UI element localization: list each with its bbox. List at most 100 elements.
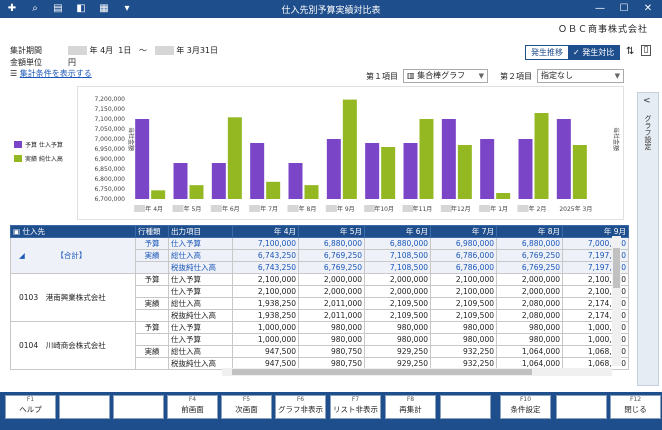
fkey-f10[interactable]: F10 条件設定 [500, 395, 551, 419]
close-icon[interactable]: ✕ [643, 3, 653, 14]
table-row[interactable]: 0103 港南興業株式会社 予算 仕入予算 2,100,000 2,000,000 2,0… [10, 273, 629, 322]
item1-select[interactable]: ▥ 集合棒グラフ ▼ [403, 69, 488, 83]
supplier-cell[interactable]: 0104 川崎商会株式会社 [10, 321, 136, 370]
column-header[interactable]: ▣ 仕入先 [10, 225, 136, 238]
table-row[interactable]: 0104 川崎商会株式会社 予算 仕入予算 1,000,000 980,000 980,0… [10, 321, 629, 370]
fkey-f12[interactable]: F12 閉じる [610, 395, 661, 419]
value-cell[interactable]: 2,080,000 [496, 309, 563, 322]
value-cell[interactable]: 980,000 [298, 333, 365, 346]
scroll-thumb[interactable] [232, 369, 532, 375]
value-cell[interactable]: 2,109,500 [364, 297, 431, 310]
value-cell[interactable]: 2,100,000 [232, 273, 299, 286]
value-cell[interactable]: 2,000,000 [298, 285, 365, 298]
fkey-f7[interactable]: F7 リスト非表示 [330, 395, 381, 419]
value-cell[interactable]: 932,250 [430, 345, 497, 358]
value-cell[interactable]: 6,769,250 [298, 261, 365, 274]
value-cell[interactable]: 1,064,000 [496, 345, 563, 358]
vertical-scrollbar[interactable] [612, 236, 621, 366]
graph-settings-panel[interactable]: < グラフ設定 [637, 92, 659, 386]
value-cell[interactable]: 6,786,000 [430, 261, 497, 274]
value-cell[interactable]: 2,000,000 [496, 285, 563, 298]
value-cell[interactable]: 929,250 [364, 345, 431, 358]
table-row[interactable]: 実績 総仕入高 947,500 980,750 929,250 932,250 1,064,… [11, 345, 629, 358]
fkey-blank-8[interactable] [440, 395, 491, 419]
fkey-blank-2[interactable] [113, 395, 164, 419]
value-cell[interactable]: 2,109,500 [430, 309, 497, 322]
supplier-cell[interactable]: 0103 港南興業株式会社 [10, 273, 136, 322]
value-cell[interactable]: 2,000,000 [364, 285, 431, 298]
value-cell[interactable]: 6,769,250 [496, 261, 563, 274]
fkey-f4[interactable]: F4 前画面 [167, 395, 218, 419]
new-icon[interactable]: ✚ [7, 3, 17, 14]
value-cell[interactable]: 2,109,500 [430, 297, 497, 310]
fkey-blank-10[interactable] [556, 395, 607, 419]
value-cell[interactable]: 980,000 [430, 321, 497, 334]
value-cell[interactable]: 7,108,500 [364, 249, 431, 262]
value-cell[interactable]: 947,500 [232, 345, 299, 358]
print-icon[interactable]: ▤ [53, 3, 63, 14]
value-cell[interactable]: 2,100,000 [430, 285, 497, 298]
value-cell[interactable]: 1,938,250 [232, 297, 299, 310]
table-row[interactable]: ◢ 【合計】 予算 仕入予算 7,100,000 6,880,000 6,880,000 6… [10, 237, 629, 274]
fkey-f6[interactable]: F6 グラフ非表示 [275, 395, 326, 419]
value-cell[interactable]: 6,980,000 [430, 237, 497, 250]
value-cell[interactable]: 2,000,000 [364, 273, 431, 286]
fkey-f1[interactable]: F1 ヘルプ [5, 395, 56, 419]
column-header[interactable]: 年 7月 [430, 225, 497, 238]
value-cell[interactable]: 980,000 [298, 321, 365, 334]
value-cell[interactable]: 1,000,000 [232, 333, 299, 346]
show-conditions-link[interactable]: ☰ 集計条件を表示する [10, 68, 92, 79]
collapse-icon[interactable]: ◢ [19, 251, 25, 260]
value-cell[interactable]: 980,000 [496, 321, 563, 334]
table-row[interactable]: 実績 総仕入高 6,743,250 6,769,250 7,108,500 6,786,0… [11, 249, 629, 262]
trend-button[interactable]: 発生推移 [526, 46, 568, 59]
value-cell[interactable]: 6,880,000 [496, 237, 563, 250]
maximize-icon[interactable]: ☐ [619, 3, 629, 14]
menu-chevron-icon[interactable]: ▾ [124, 3, 130, 14]
preview-icon[interactable]: ◧ [76, 3, 86, 14]
value-cell[interactable]: 6,880,000 [298, 237, 365, 250]
fkey-blank-1[interactable] [59, 395, 110, 419]
sort-icon[interactable]: ⇅ [626, 46, 635, 57]
item2-select[interactable]: 指定なし ▼ [537, 69, 624, 83]
value-cell[interactable]: 1,000,000 [232, 321, 299, 334]
fkey-f5[interactable]: F5 次画面 [221, 395, 272, 419]
value-cell[interactable]: 6,880,000 [364, 237, 431, 250]
value-cell[interactable]: 2,100,000 [232, 285, 299, 298]
horizontal-scrollbar[interactable] [222, 368, 612, 376]
value-cell[interactable]: 980,000 [364, 333, 431, 346]
value-cell[interactable]: 7,108,500 [364, 261, 431, 274]
supplier-cell[interactable]: ◢ 【合計】 [10, 237, 136, 274]
value-cell[interactable]: 2,100,000 [430, 273, 497, 286]
value-cell[interactable]: 1,938,250 [232, 309, 299, 322]
value-cell[interactable]: 980,750 [298, 345, 365, 358]
column-header[interactable]: 出力項目 [168, 225, 233, 238]
minimize-icon[interactable]: — [595, 3, 605, 14]
value-cell[interactable]: 2,080,000 [496, 297, 563, 310]
search-icon[interactable]: ⌕ [32, 3, 38, 14]
value-cell[interactable]: 2,000,000 [298, 273, 365, 286]
column-header[interactable]: 年 5月 [298, 225, 365, 238]
value-cell[interactable]: 6,769,250 [298, 249, 365, 262]
panel-icon[interactable]: ▯ [641, 45, 651, 56]
scroll-thumb[interactable] [613, 248, 620, 288]
column-header[interactable]: 年 4月 [232, 225, 299, 238]
column-header[interactable]: 年 8月 [496, 225, 563, 238]
value-cell[interactable]: 6,743,250 [232, 249, 299, 262]
value-cell[interactable]: 2,011,000 [298, 309, 365, 322]
value-cell[interactable]: 980,000 [496, 333, 563, 346]
fkey-f8[interactable]: F8 再集計 [385, 395, 436, 419]
value-cell[interactable]: 6,769,250 [496, 249, 563, 262]
export-icon[interactable]: ▦ [99, 3, 109, 14]
value-cell[interactable]: 2,000,000 [496, 273, 563, 286]
value-cell[interactable]: 980,000 [430, 333, 497, 346]
value-cell[interactable]: 980,000 [364, 321, 431, 334]
value-cell[interactable]: 2,109,500 [364, 309, 431, 322]
value-cell[interactable]: 2,011,000 [298, 297, 365, 310]
value-cell[interactable]: 6,743,250 [232, 261, 299, 274]
column-header[interactable]: 行種類 [135, 225, 169, 238]
value-cell[interactable]: 6,786,000 [430, 249, 497, 262]
value-cell[interactable]: 7,100,000 [232, 237, 299, 250]
compare-button[interactable]: ✓ 発生対比 [568, 46, 620, 59]
column-header[interactable]: 年 6月 [364, 225, 431, 238]
